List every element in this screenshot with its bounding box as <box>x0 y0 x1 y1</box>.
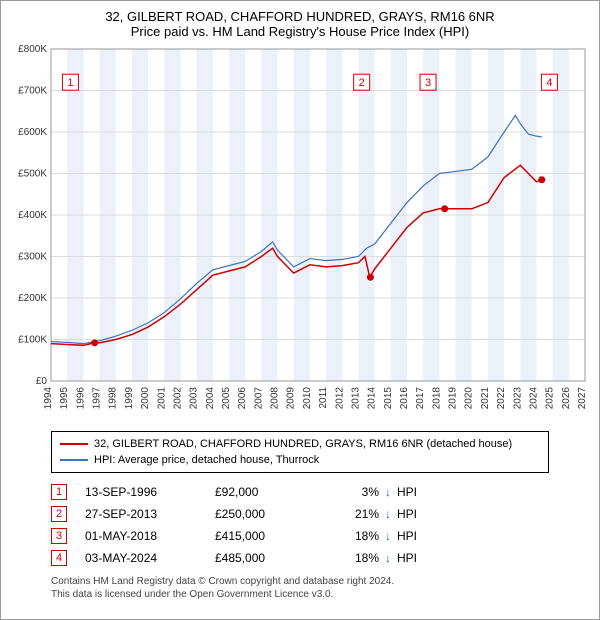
cell-pct: 18% <box>335 529 379 543</box>
svg-text:2007: 2007 <box>253 387 264 410</box>
svg-text:2019: 2019 <box>448 387 459 410</box>
svg-text:2023: 2023 <box>512 387 523 410</box>
svg-text:1995: 1995 <box>59 387 70 410</box>
table-row: 1 13-SEP-1996£92,0003%↓HPI <box>51 481 549 503</box>
svg-text:2001: 2001 <box>156 387 167 410</box>
chart-title: 32, GILBERT ROAD, CHAFFORD HUNDRED, GRAY… <box>9 9 591 24</box>
svg-text:2025: 2025 <box>545 387 556 410</box>
marker-box: 1 <box>51 484 67 500</box>
transaction-table: 113-SEP-1996£92,0003%↓HPI227-SEP-2013£25… <box>51 481 549 569</box>
cell-pct: 21% <box>335 507 379 521</box>
svg-text:2000: 2000 <box>140 387 151 410</box>
svg-text:£700K: £700K <box>18 86 47 97</box>
legend-item: 32, GILBERT ROAD, CHAFFORD HUNDRED, GRAY… <box>60 436 540 452</box>
svg-text:£600K: £600K <box>18 127 47 138</box>
svg-text:2010: 2010 <box>302 387 313 410</box>
attribution-line: This data is licensed under the Open Gov… <box>51 588 549 601</box>
svg-text:2022: 2022 <box>496 387 507 410</box>
cell-vs: HPI <box>397 551 437 565</box>
cell-vs: HPI <box>397 529 437 543</box>
svg-text:2021: 2021 <box>480 387 491 410</box>
legend-label: 32, GILBERT ROAD, CHAFFORD HUNDRED, GRAY… <box>94 438 512 450</box>
marker-box: 3 <box>51 528 67 544</box>
svg-text:4: 4 <box>546 77 552 89</box>
arrow-down-icon: ↓ <box>379 529 397 543</box>
svg-text:3: 3 <box>425 77 431 89</box>
chart-area: £0 £100K £200K £300K £400K £500K £600K £700K £80… <box>9 45 591 425</box>
legend-swatch <box>60 443 88 445</box>
svg-text:£0: £0 <box>36 376 48 387</box>
table-row: 2 27-SEP-2013£250,00021%↓HPI <box>51 503 549 525</box>
svg-text:£200K: £200K <box>18 293 47 304</box>
attribution: Contains HM Land Registry data © Crown c… <box>51 575 549 601</box>
arrow-down-icon: ↓ <box>379 507 397 521</box>
svg-text:2020: 2020 <box>464 387 475 410</box>
legend-item: HPI: Average price, detached house, Thur… <box>60 452 540 468</box>
svg-text:2005: 2005 <box>221 387 232 410</box>
svg-text:£100K: £100K <box>18 335 47 346</box>
svg-text:2018: 2018 <box>431 387 442 410</box>
marker-box: 4 <box>51 550 67 566</box>
line-chart: £0 £100K £200K £300K £400K £500K £600K £700K £80… <box>9 45 591 425</box>
cell-date: 01-MAY-2018 <box>85 529 215 543</box>
cell-pct: 3% <box>335 485 379 499</box>
svg-text:1999: 1999 <box>124 387 135 410</box>
svg-text:£500K: £500K <box>18 169 47 180</box>
svg-text:2024: 2024 <box>528 387 539 410</box>
svg-text:2008: 2008 <box>270 387 281 410</box>
svg-text:£400K: £400K <box>18 210 47 221</box>
svg-text:2026: 2026 <box>561 387 572 410</box>
cell-pct: 18% <box>335 551 379 565</box>
arrow-down-icon: ↓ <box>379 485 397 499</box>
svg-text:2016: 2016 <box>399 387 410 410</box>
attribution-line: Contains HM Land Registry data © Crown c… <box>51 575 549 588</box>
arrow-down-icon: ↓ <box>379 551 397 565</box>
svg-text:2004: 2004 <box>205 387 216 410</box>
svg-text:2002: 2002 <box>172 387 183 410</box>
svg-text:2015: 2015 <box>383 387 394 410</box>
cell-price: £250,000 <box>215 507 335 521</box>
svg-text:1994: 1994 <box>43 387 54 410</box>
svg-text:1996: 1996 <box>75 387 86 410</box>
table-row: 3 01-MAY-2018£415,00018%↓HPI <box>51 525 549 547</box>
cell-vs: HPI <box>397 485 437 499</box>
svg-text:2014: 2014 <box>367 387 378 410</box>
cell-price: £92,000 <box>215 485 335 499</box>
svg-text:2006: 2006 <box>237 387 248 410</box>
svg-text:2012: 2012 <box>334 387 345 410</box>
title-block: 32, GILBERT ROAD, CHAFFORD HUNDRED, GRAY… <box>9 9 591 39</box>
svg-text:2003: 2003 <box>189 387 200 410</box>
legend: 32, GILBERT ROAD, CHAFFORD HUNDRED, GRAY… <box>51 431 549 473</box>
marker-box: 2 <box>51 506 67 522</box>
svg-text:1997: 1997 <box>92 387 103 410</box>
cell-price: £415,000 <box>215 529 335 543</box>
svg-text:£300K: £300K <box>18 252 47 263</box>
legend-label: HPI: Average price, detached house, Thur… <box>94 454 319 466</box>
table-row: 4 03-MAY-2024£485,00018%↓HPI <box>51 547 549 569</box>
legend-swatch <box>60 459 88 461</box>
svg-text:2027: 2027 <box>577 387 588 410</box>
svg-text:£800K: £800K <box>18 45 47 55</box>
root: 32, GILBERT ROAD, CHAFFORD HUNDRED, GRAY… <box>0 0 600 620</box>
svg-text:1: 1 <box>67 77 73 89</box>
svg-text:1998: 1998 <box>108 387 119 410</box>
cell-vs: HPI <box>397 507 437 521</box>
cell-price: £485,000 <box>215 551 335 565</box>
cell-date: 03-MAY-2024 <box>85 551 215 565</box>
cell-date: 13-SEP-1996 <box>85 485 215 499</box>
svg-text:2011: 2011 <box>318 387 329 409</box>
svg-text:2013: 2013 <box>350 387 361 410</box>
svg-text:2009: 2009 <box>286 387 297 410</box>
svg-text:2: 2 <box>359 77 365 89</box>
svg-text:2017: 2017 <box>415 387 426 410</box>
cell-date: 27-SEP-2013 <box>85 507 215 521</box>
chart-subtitle: Price paid vs. HM Land Registry's House … <box>9 24 591 39</box>
